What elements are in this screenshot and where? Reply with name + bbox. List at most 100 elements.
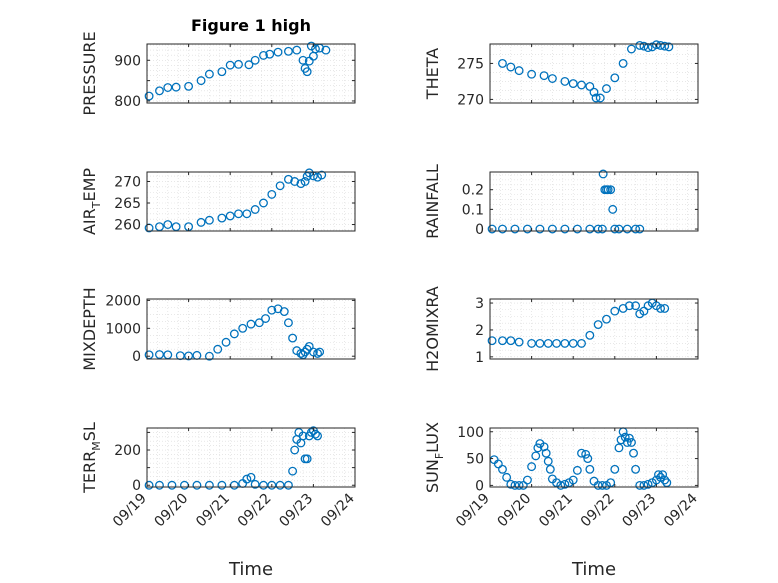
y-axis-label: H2OMIXRA <box>423 286 442 372</box>
data-point <box>242 209 252 219</box>
data-point <box>246 472 256 482</box>
axes-box <box>146 298 356 360</box>
subplot-5: 0 1000 2000 MIXDEPTH <box>80 287 356 371</box>
data-point <box>660 303 670 313</box>
y-tick-label: 900 <box>114 53 141 69</box>
data-point <box>608 204 618 214</box>
axes-background <box>490 172 698 231</box>
data-point <box>184 81 194 91</box>
data-point <box>311 44 320 54</box>
data-point <box>624 301 634 311</box>
data-point <box>144 91 154 101</box>
data-series <box>487 298 670 348</box>
subplot-3: 260 265 270 AIRTEMP <box>80 168 356 235</box>
data-point <box>196 76 206 86</box>
y-tick-label: 0 <box>132 349 141 365</box>
y-tick-label: 0.2 <box>462 183 484 199</box>
y-tick-label: 2 <box>475 323 484 339</box>
data-point <box>593 480 603 490</box>
data-point <box>321 45 331 55</box>
data-point <box>560 224 570 234</box>
data-point <box>506 479 516 489</box>
data-point <box>283 46 293 56</box>
data-point <box>585 330 595 340</box>
data-point <box>614 443 624 453</box>
data-point <box>560 76 570 86</box>
data-point <box>246 319 256 329</box>
y-tick-label: 0.1 <box>462 202 484 218</box>
data-point <box>313 348 323 358</box>
data-point <box>244 60 254 70</box>
data-point <box>217 213 227 223</box>
data-point <box>204 215 214 225</box>
axes-box <box>146 43 356 104</box>
data-point <box>635 40 645 50</box>
data-point <box>531 451 541 461</box>
data-point <box>196 217 206 227</box>
data-point <box>315 347 325 357</box>
data-point <box>234 209 243 219</box>
data-point <box>527 462 537 472</box>
data-point <box>498 336 507 346</box>
y-tick-label: 1000 <box>105 321 141 337</box>
data-point <box>242 474 252 484</box>
subplot-2: 270 275 THETA <box>423 40 699 108</box>
data-point <box>510 224 520 234</box>
data-point <box>556 480 566 490</box>
data-point <box>213 344 223 354</box>
y-axis-label: PRESSURE <box>80 31 99 115</box>
data-point <box>568 79 578 89</box>
data-point <box>217 67 227 77</box>
data-point <box>606 185 616 195</box>
data-point <box>597 224 607 234</box>
data-point <box>618 58 628 68</box>
y-tick-label: 50 <box>466 452 484 468</box>
data-point <box>302 67 312 77</box>
data-point <box>539 71 549 81</box>
data-point <box>487 336 497 346</box>
data-point <box>313 431 323 441</box>
data-point <box>581 449 591 459</box>
data-point <box>533 443 543 453</box>
data-point <box>597 480 607 490</box>
grid <box>146 299 356 359</box>
data-point <box>593 320 603 330</box>
y-tick-label: 200 <box>114 443 141 459</box>
y-tick-label: 270 <box>114 174 141 190</box>
data-point <box>610 224 620 234</box>
axes-box <box>489 43 699 104</box>
subplot-4: 0 0.1 0.2 RAINFALL <box>423 164 699 239</box>
axes-box <box>146 171 356 232</box>
data-point <box>639 480 649 490</box>
data-point <box>527 69 537 79</box>
data-point <box>250 55 260 65</box>
data-point <box>250 479 260 489</box>
x-axis-label-left: Time <box>228 559 273 580</box>
data-series <box>487 169 645 234</box>
axes-box <box>489 427 699 488</box>
data-series <box>498 40 674 103</box>
data-point <box>514 480 524 490</box>
y-tick-label: 0 <box>475 478 484 494</box>
data-point <box>591 93 601 103</box>
data-point <box>635 480 645 490</box>
data-point <box>602 314 611 324</box>
data-point <box>292 45 302 55</box>
data-point <box>626 44 636 54</box>
data-point <box>171 82 181 92</box>
x-axis-label-right: Time <box>571 559 616 580</box>
data-point <box>658 470 668 480</box>
data-point <box>250 205 260 214</box>
data-point <box>631 301 641 311</box>
y-tick-label: 3 <box>475 296 484 312</box>
data-point <box>204 480 214 490</box>
data-point <box>234 59 243 69</box>
y-axis-label: SUNFLUX <box>423 422 446 493</box>
data-point <box>560 479 570 489</box>
subplot-6: 1 2 3 H2OMIXRA <box>423 286 699 372</box>
data-point <box>598 169 608 179</box>
data-point <box>283 174 293 184</box>
data-point <box>624 433 634 443</box>
data-point <box>288 333 298 343</box>
data-point <box>626 438 636 447</box>
